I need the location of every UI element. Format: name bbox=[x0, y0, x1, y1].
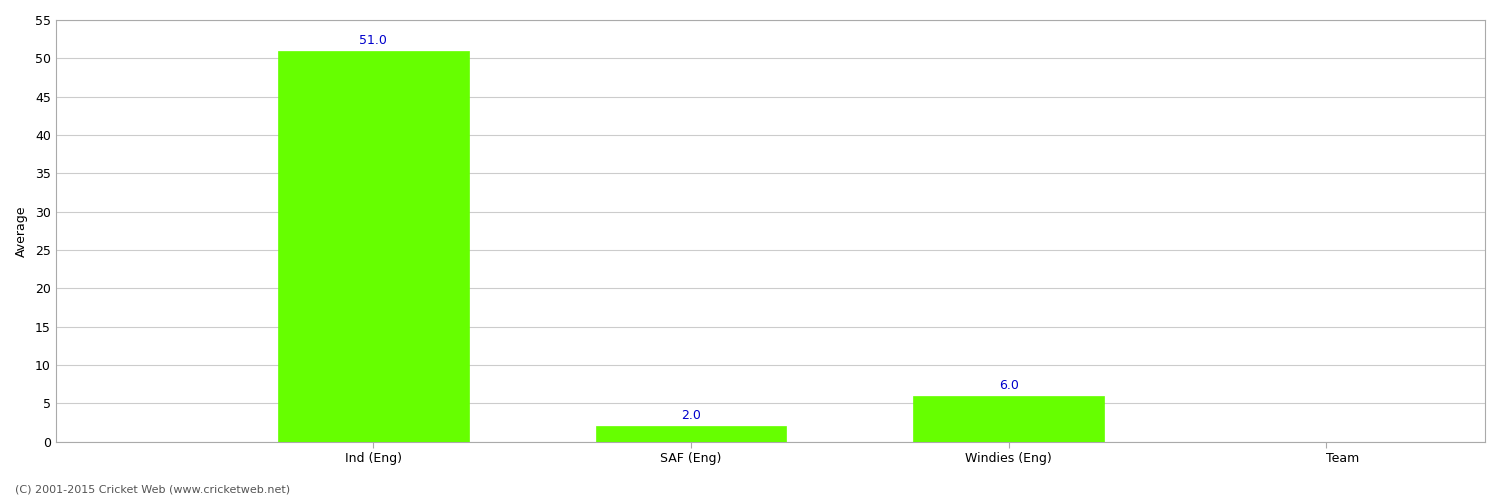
Text: 2.0: 2.0 bbox=[681, 410, 700, 422]
Bar bbox=[914, 396, 1104, 442]
Bar bbox=[596, 426, 786, 442]
Y-axis label: Average: Average bbox=[15, 205, 28, 256]
Text: 51.0: 51.0 bbox=[360, 34, 387, 47]
Text: 6.0: 6.0 bbox=[999, 379, 1018, 392]
Text: (C) 2001-2015 Cricket Web (www.cricketweb.net): (C) 2001-2015 Cricket Web (www.cricketwe… bbox=[15, 485, 290, 495]
Bar bbox=[278, 50, 468, 442]
